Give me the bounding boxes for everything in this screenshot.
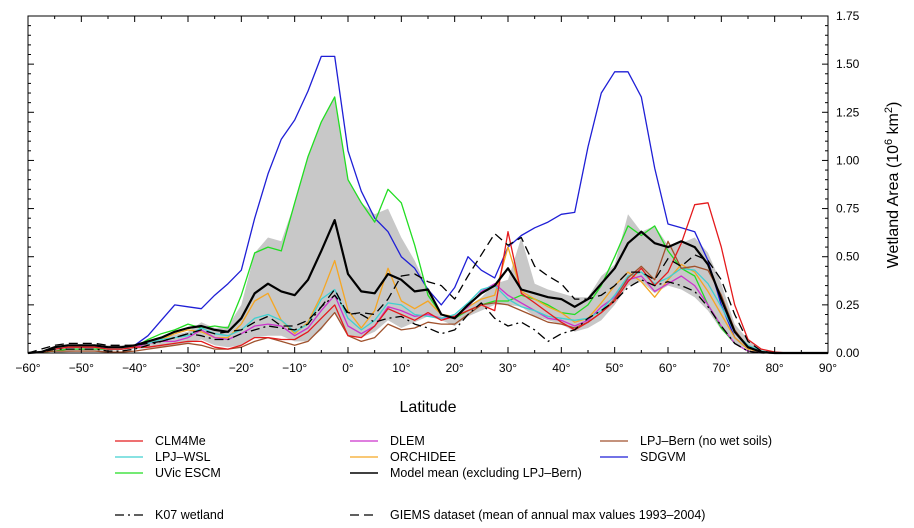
y-axis-title: Wetland Area (106 km2) bbox=[883, 102, 902, 269]
legend-label: GIEMS dataset (mean of annual max values… bbox=[390, 508, 705, 522]
x-tick-label: 90° bbox=[819, 361, 837, 375]
x-tick-label: 10° bbox=[392, 361, 410, 375]
legend-label: ORCHIDEE bbox=[390, 450, 456, 464]
x-tick-label: 40° bbox=[552, 361, 570, 375]
legend-label: UVic ESCM bbox=[155, 466, 221, 480]
series-line-2 bbox=[27, 96, 828, 354]
x-tick-label: 30° bbox=[499, 361, 517, 375]
legend-label: Model mean (excluding LPJ–Bern) bbox=[390, 466, 582, 480]
y-tick-label: 1.25 bbox=[836, 105, 860, 119]
y-axis-title-sup: 6 bbox=[883, 139, 895, 145]
y-axis-title-main: Wetland Area (10 bbox=[885, 145, 902, 268]
x-tick-label: −10° bbox=[282, 361, 307, 375]
x-tick-label: 0° bbox=[342, 361, 354, 375]
x-axis-title: Latitude bbox=[400, 399, 457, 416]
y-axis-title-sup2: 2 bbox=[883, 107, 895, 113]
x-tick-label: −30° bbox=[175, 361, 200, 375]
legend-label: CLM4Me bbox=[155, 434, 206, 448]
y-tick-label: 0.50 bbox=[836, 250, 860, 264]
legend-label: LPJ–Bern (no wet soils) bbox=[640, 434, 772, 448]
y-tick-label: 0.25 bbox=[836, 298, 860, 312]
x-tick-label: 50° bbox=[606, 361, 624, 375]
y-tick-label: 0.75 bbox=[836, 202, 860, 216]
x-tick-label: −20° bbox=[229, 361, 254, 375]
legend: CLM4Me DLEM LPJ–Bern (no wet soils) LPJ–WSL… bbox=[115, 434, 772, 522]
legend-label: SDGVM bbox=[640, 450, 686, 464]
x-axis-ticks: −60° −50° −40° −30° −20° −10° 0° 10° 20° 30° 40° 50… bbox=[15, 16, 837, 375]
y-tick-label: 1.00 bbox=[836, 153, 860, 167]
legend-label: LPJ–WSL bbox=[155, 450, 211, 464]
x-tick-label: −60° bbox=[15, 361, 40, 375]
x-tick-label: 60° bbox=[659, 361, 677, 375]
y-axis-title-unit: km bbox=[885, 113, 902, 139]
model-spread-band bbox=[54, 96, 775, 354]
y-tick-label: 1.50 bbox=[836, 57, 860, 71]
x-tick-label: 80° bbox=[766, 361, 784, 375]
y-axis-title-close: ) bbox=[885, 102, 902, 107]
y-axis-ticks: 0.00 0.25 0.50 0.75 1.00 1.25 1.50 1.75 bbox=[28, 9, 860, 360]
legend-label: K07 wetland bbox=[155, 508, 224, 522]
x-tick-label: 70° bbox=[712, 361, 730, 375]
y-tick-label: 0.00 bbox=[836, 346, 860, 360]
spread-band-area bbox=[54, 96, 775, 354]
x-tick-label: −50° bbox=[69, 361, 94, 375]
series-line-0 bbox=[27, 202, 828, 354]
series-line-8 bbox=[27, 279, 828, 354]
series-line-6 bbox=[27, 240, 828, 354]
x-tick-label: −40° bbox=[122, 361, 147, 375]
y-tick-label: 1.75 bbox=[836, 9, 860, 23]
x-tick-label: 20° bbox=[446, 361, 464, 375]
series-line-1 bbox=[27, 267, 828, 354]
legend-label: DLEM bbox=[390, 434, 425, 448]
series-lines bbox=[27, 55, 828, 355]
series-line-5 bbox=[27, 219, 828, 355]
